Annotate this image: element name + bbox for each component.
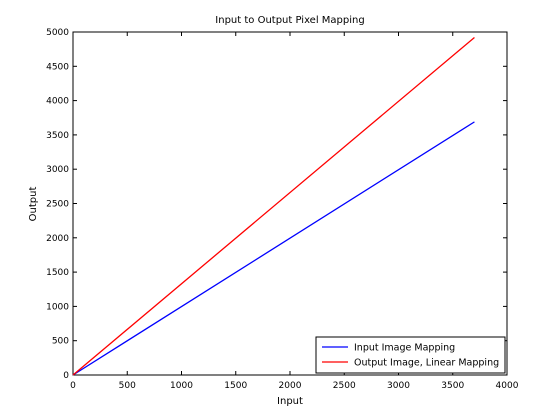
y-tick-label: 2000 [46, 234, 69, 244]
y-tick-label: 0 [63, 371, 69, 381]
y-tick-label: 4500 [46, 62, 69, 72]
x-tick-label: 500 [119, 381, 136, 391]
x-tick-label: 4000 [496, 381, 519, 391]
legend: Input Image Mapping Output Image, Linear … [316, 337, 505, 373]
y-tick-label: 5000 [46, 28, 69, 38]
x-tick-label: 2500 [333, 381, 356, 391]
legend-label: Output Image, Linear Mapping [354, 358, 499, 369]
y-tick-label: 500 [52, 337, 69, 347]
y-tick-label: 3500 [46, 131, 69, 141]
y-tick-label: 3000 [46, 165, 69, 175]
y-axis-title: Output [28, 187, 39, 222]
x-tick-label: 3500 [441, 381, 464, 391]
y-tick-label: 1500 [46, 268, 69, 278]
x-tick-label: 1500 [224, 381, 247, 391]
y-tick-label: 2500 [46, 200, 69, 210]
chart-title: Input to Output Pixel Mapping [215, 15, 364, 26]
y-tick-label: 4000 [46, 97, 69, 107]
x-tick-label: 2000 [279, 381, 302, 391]
x-tick-label: 1000 [170, 381, 193, 391]
y-tick-label: 1000 [46, 302, 69, 312]
x-tick-label: 3000 [387, 381, 410, 391]
legend-label: Input Image Mapping [354, 343, 455, 354]
x-axis-title: Input [277, 396, 303, 407]
x-tick-label: 0 [70, 381, 76, 391]
plot-frame [73, 32, 507, 375]
